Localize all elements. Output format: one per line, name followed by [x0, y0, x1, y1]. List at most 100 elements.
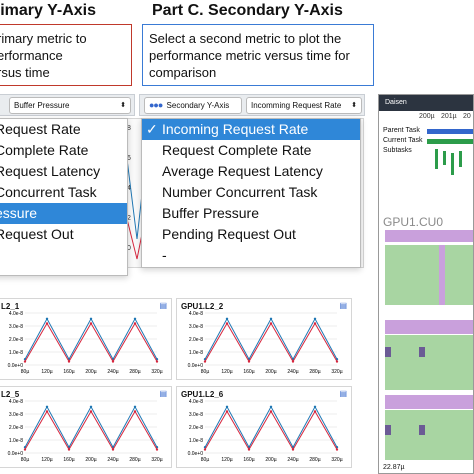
data-point — [335, 360, 339, 363]
current-task-label: Current Task — [383, 137, 423, 144]
chart-title: L2_1 — [1, 302, 20, 311]
part-b-callout-text: rimary metric to erformance rsus time — [0, 31, 87, 80]
data-point — [45, 410, 49, 413]
series-line — [204, 410, 338, 451]
secondary-menu-item-none[interactable]: - — [162, 247, 167, 263]
secondary-metric-select-value: Incomming Request Rate — [251, 101, 342, 110]
x-tick-label: 80µ — [21, 457, 30, 463]
x-tick-label: 120µ — [221, 457, 232, 463]
data-point — [269, 322, 273, 325]
primary-axis-toolbar: Buffer Pressure ⬍ — [0, 94, 135, 116]
data-point — [155, 360, 159, 363]
y-tick-label: 4.0e-8 — [189, 311, 203, 317]
daisen-app-bar: Daisen — [379, 95, 473, 111]
y-tick-label: 4.0e-8 — [189, 399, 203, 405]
left-tick: 6 — [127, 155, 131, 162]
data-point — [89, 405, 93, 408]
data-point — [67, 360, 71, 363]
primary-menu-item-request-latency[interactable]: Request Latency — [0, 163, 101, 179]
data-point — [23, 448, 27, 451]
data-point — [203, 448, 207, 451]
left-tick: 4 — [127, 185, 131, 192]
secondary-menu-item-average-request-latency[interactable]: Average Request Latency — [162, 163, 323, 179]
data-point — [133, 322, 137, 325]
chart-options-icon[interactable]: ▤ — [339, 389, 347, 398]
left-tick: 2 — [127, 215, 131, 222]
secondary-menu-item-number-concurrent-task[interactable]: Number Concurrent Task — [162, 184, 318, 200]
chart-panel-l2-5: 4.0e-8 3.0e-8 2.0e-8 1.0e-8 0.0e+0 80µ 120µ 160… — [0, 386, 172, 468]
left-tick: 8 — [127, 125, 131, 132]
secondary-menu-item-label: Incoming Request Rate — [162, 121, 309, 137]
x-tick-label: 200µ — [265, 457, 276, 463]
trace-component-name: GPU1.CU0 — [383, 215, 444, 229]
secondary-menu-item-request-complete-rate[interactable]: Request Complete Rate — [162, 142, 312, 158]
x-tick-label: 80µ — [201, 457, 210, 463]
x-tick-label: 160µ — [63, 457, 74, 463]
y-tick-label: 2.0e-8 — [189, 425, 203, 431]
x-tick-label: 240µ — [287, 457, 298, 463]
data-point — [89, 410, 93, 413]
primary-metric-select[interactable]: Buffer Pressure ⬍ — [9, 97, 131, 114]
y-tick-label: 3.0e-8 — [9, 412, 23, 418]
data-point — [111, 448, 115, 451]
chart-title: L2_5 — [1, 390, 20, 399]
x-tick-label: 240µ — [107, 457, 118, 463]
trace-axis-tick: 201µ — [441, 113, 457, 120]
y-tick-label: 0.0e+0 — [8, 363, 24, 369]
trace-timeline[interactable] — [379, 95, 474, 474]
part-b-title: rimary Y-Axis — [0, 2, 96, 19]
secondary-metric-menu: ✓ Incoming Request Rate Request Complete… — [141, 118, 361, 268]
data-point — [313, 410, 317, 413]
data-point — [335, 448, 339, 451]
data-point — [269, 317, 273, 320]
part-c-title: Part C. Secondary Y-Axis — [152, 2, 343, 19]
data-point — [111, 360, 115, 363]
secondary-menu-item-buffer-pressure[interactable]: Buffer Pressure — [162, 205, 260, 221]
y-tick-label: 4.0e-8 — [9, 311, 23, 317]
x-tick-label: 240µ — [107, 369, 118, 375]
y-tick-label: 0.0e+0 — [188, 451, 204, 457]
data-point — [45, 317, 49, 320]
secondary-metric-select[interactable]: Incomming Request Rate ⬍ — [246, 97, 362, 114]
data-point — [67, 448, 71, 451]
chart-title: GPU1.L2_6 — [181, 390, 224, 399]
trace-axis-tick: 20 — [463, 113, 471, 120]
data-point — [269, 410, 273, 413]
data-point — [133, 410, 137, 413]
checkmark-icon: ✓ — [146, 121, 158, 137]
secondary-axis-toggle[interactable]: ●●● Secondary Y-Axis — [144, 97, 242, 114]
x-tick-label: 160µ — [243, 457, 254, 463]
x-tick-label: 80µ — [201, 369, 210, 375]
chart-title: GPU1.L2_2 — [181, 302, 224, 311]
chevron-updown-icon: ⬍ — [120, 102, 126, 109]
chart-options-icon[interactable]: ▤ — [159, 301, 167, 310]
x-tick-label: 120µ — [41, 457, 52, 463]
data-point — [313, 317, 317, 320]
chevron-updown-icon: ⬍ — [351, 102, 357, 109]
primary-menu-item-concurrent-task[interactable]: Concurrent Task — [0, 184, 97, 200]
x-tick-label: 280µ — [129, 369, 140, 375]
primary-menu-item-complete-rate[interactable]: Complete Rate — [0, 142, 89, 158]
primary-menu-item-buffer-pressure[interactable]: essure — [0, 203, 127, 224]
series-line — [24, 322, 158, 363]
series-line — [24, 410, 158, 451]
y-tick-label: 0.0e+0 — [8, 451, 24, 457]
subtasks-label: Subtasks — [383, 147, 412, 154]
data-point — [291, 360, 295, 363]
chart-panel-l2-1: 4.0e-8 3.0e-8 2.0e-8 1.0e-8 0.0e+0 80µ 120µ 160… — [0, 298, 172, 380]
chart-options-icon[interactable]: ▤ — [159, 389, 167, 398]
chart-options-icon[interactable]: ▤ — [339, 301, 347, 310]
x-tick-label: 80µ — [21, 369, 30, 375]
data-point — [313, 405, 317, 408]
primary-menu-item-request-rate[interactable]: Request Rate — [0, 121, 81, 137]
data-point — [291, 448, 295, 451]
secondary-menu-item-pending-request-out[interactable]: Pending Request Out — [162, 226, 296, 242]
series-dots-icon: ●●● — [149, 100, 163, 110]
primary-menu-item-request-out[interactable]: Request Out — [0, 226, 74, 242]
data-point — [89, 317, 93, 320]
secondary-menu-item-incoming-request-rate[interactable]: ✓ Incoming Request Rate — [142, 119, 360, 140]
